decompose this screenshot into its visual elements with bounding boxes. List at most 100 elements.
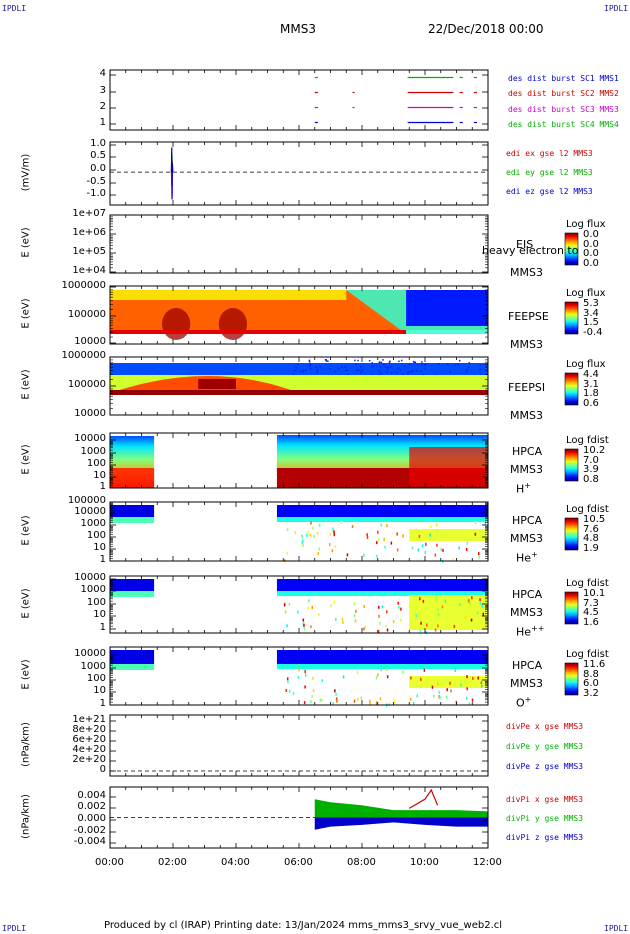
divpe-ytick-label: 0 bbox=[99, 764, 106, 775]
feepsi-speck bbox=[341, 366, 343, 368]
x-tick-label-3: 06:00 bbox=[284, 857, 313, 868]
feepsi-speck bbox=[395, 371, 398, 374]
feepsi-speck bbox=[399, 368, 402, 371]
feepsi-speck bbox=[346, 369, 349, 372]
hpca-he-speck bbox=[331, 549, 334, 553]
hpca-o-speck bbox=[423, 668, 426, 672]
hpca-hepp-mms3: MMS3 bbox=[510, 606, 543, 619]
hpca-he-colorbar-value-1: 7.6 bbox=[583, 523, 599, 535]
hpca-hepp-speck bbox=[354, 619, 357, 623]
feepsi-colorbar-value-2: 1.8 bbox=[583, 388, 599, 399]
feepsi-speck bbox=[316, 368, 319, 371]
feepsi-speck bbox=[357, 369, 360, 371]
eis-colorbar-value-1: 0.0 bbox=[583, 238, 599, 250]
hpca-hepp-ylabel: E (eV) bbox=[20, 587, 32, 619]
hpca-he-speck bbox=[351, 525, 354, 529]
hpca-o-speck bbox=[292, 692, 295, 696]
hpca-he-ytick-label: 10000 bbox=[74, 506, 106, 517]
feepse-dark-region bbox=[406, 290, 488, 326]
divpi-ytick-label: -0.002 bbox=[73, 825, 106, 836]
burst-frame bbox=[109, 69, 489, 131]
hpca-hepp-speck bbox=[441, 605, 444, 609]
hpca-he-colorbar-label: Log fdist bbox=[566, 504, 609, 515]
feepsi-speck bbox=[309, 368, 312, 370]
divpe-legend-1: divPe y gse MMS3 bbox=[506, 742, 584, 751]
hpca-h-ytick-label: 10000 bbox=[74, 433, 106, 444]
feepse-blob-1 bbox=[218, 308, 248, 340]
feepsi-label: FEEPSI bbox=[508, 381, 546, 394]
hpca-o-speck bbox=[321, 679, 324, 683]
hpca-o-speck bbox=[319, 698, 322, 702]
feepsi-speck bbox=[435, 373, 438, 376]
feepsi-panel bbox=[109, 356, 579, 416]
hpca-he-speck bbox=[286, 528, 289, 532]
feepsi-speck bbox=[383, 363, 385, 366]
hpca-o-ytick-label: 10 bbox=[93, 685, 106, 696]
hpca-he-speck bbox=[332, 527, 334, 531]
feepsi-speck bbox=[389, 360, 391, 363]
hpca-hepp-speck bbox=[419, 597, 421, 601]
feepsi-speck bbox=[327, 360, 329, 363]
hpca-o-speck bbox=[304, 673, 307, 677]
feepsi-speck bbox=[398, 360, 400, 363]
hpca-o-species-charge: + bbox=[524, 695, 532, 704]
hpca-o-speck bbox=[481, 684, 483, 688]
hpca-h-colorbar-value-1: 7.0 bbox=[583, 454, 599, 466]
hpca-o-speck bbox=[304, 670, 307, 674]
feepsi-speck bbox=[305, 369, 307, 372]
feepse-ytick-label: 10000 bbox=[74, 336, 106, 347]
hpca-he-speck bbox=[474, 532, 477, 536]
feepse-top-band bbox=[110, 290, 347, 300]
corner-label-bottom-left: IPDLI bbox=[2, 924, 27, 933]
hpca-h-low-energy-0 bbox=[110, 468, 155, 488]
hpca-o-speck bbox=[409, 697, 412, 701]
feepsi-speck bbox=[423, 367, 426, 369]
corner-label-top-left: IPDLI bbox=[2, 4, 27, 13]
hpca-hepp-speck bbox=[353, 614, 356, 618]
hpca-o-speck bbox=[454, 669, 457, 673]
feepsi-speck bbox=[380, 361, 383, 364]
divpe-legend-2: divPe z gse MMS3 bbox=[506, 762, 584, 771]
hpca-he-speck bbox=[294, 531, 297, 535]
hpca-hepp-speck bbox=[398, 605, 400, 609]
hpca-o-band-1b bbox=[276, 664, 488, 669]
x-tick-label-2: 04:00 bbox=[221, 857, 250, 868]
hpca-hepp-speck bbox=[400, 618, 402, 622]
eis-ytick-label: 1e+06 bbox=[72, 227, 106, 238]
hpca-hepp-speck bbox=[434, 628, 437, 632]
feepsi-speck bbox=[360, 365, 362, 368]
hpca-he-speck bbox=[340, 521, 342, 525]
hpca-o-speck bbox=[410, 676, 412, 680]
feepsi-speck bbox=[371, 362, 373, 364]
hpca-o-colorbar-label: Log fdist bbox=[566, 649, 609, 660]
hpca-hepp-speck bbox=[437, 613, 440, 617]
hpca-he-speck bbox=[377, 538, 380, 542]
hpca-hepp-colorbar bbox=[564, 591, 579, 625]
hpca-o-ytick-label: 1000 bbox=[80, 661, 106, 672]
edi-ytick-label: 0.5 bbox=[90, 150, 106, 161]
hpca-o-speck bbox=[480, 681, 483, 685]
hpca-he-speck bbox=[301, 540, 304, 544]
hpca-he-speck bbox=[474, 521, 477, 525]
feepsi-speck bbox=[299, 370, 302, 373]
feepsi-speck bbox=[368, 359, 371, 362]
hpca-h-ytick-label: 1000 bbox=[80, 446, 106, 457]
hpca-he-speck bbox=[421, 544, 424, 548]
feepsi-speck bbox=[411, 370, 414, 373]
hpca-he-speck bbox=[429, 533, 431, 537]
hpca-he-speck bbox=[363, 553, 365, 557]
hpca-he-speck bbox=[396, 548, 399, 552]
hpca-he-mms3: MMS3 bbox=[510, 532, 543, 545]
hpca-he-speck bbox=[435, 523, 438, 527]
feepse-label: FEEPSE bbox=[508, 310, 549, 323]
feepse-colorbar-value-2: 1.5 bbox=[583, 317, 599, 328]
hpca-h-colorbar-value-0: 10.2 bbox=[583, 445, 606, 456]
corner-label-top-right: IPDLI bbox=[604, 4, 629, 13]
feepsi-speck bbox=[414, 361, 417, 364]
hpca-hepp-colorbar-value-3: 1.6 bbox=[583, 616, 599, 628]
eis-colorbar-value-3: 0.0 bbox=[583, 257, 599, 269]
hpca-hepp-speck bbox=[437, 607, 439, 611]
feepsi-speck bbox=[357, 359, 359, 362]
hpca-o-speck bbox=[380, 668, 382, 672]
hpca-hepp-speck bbox=[420, 621, 422, 625]
